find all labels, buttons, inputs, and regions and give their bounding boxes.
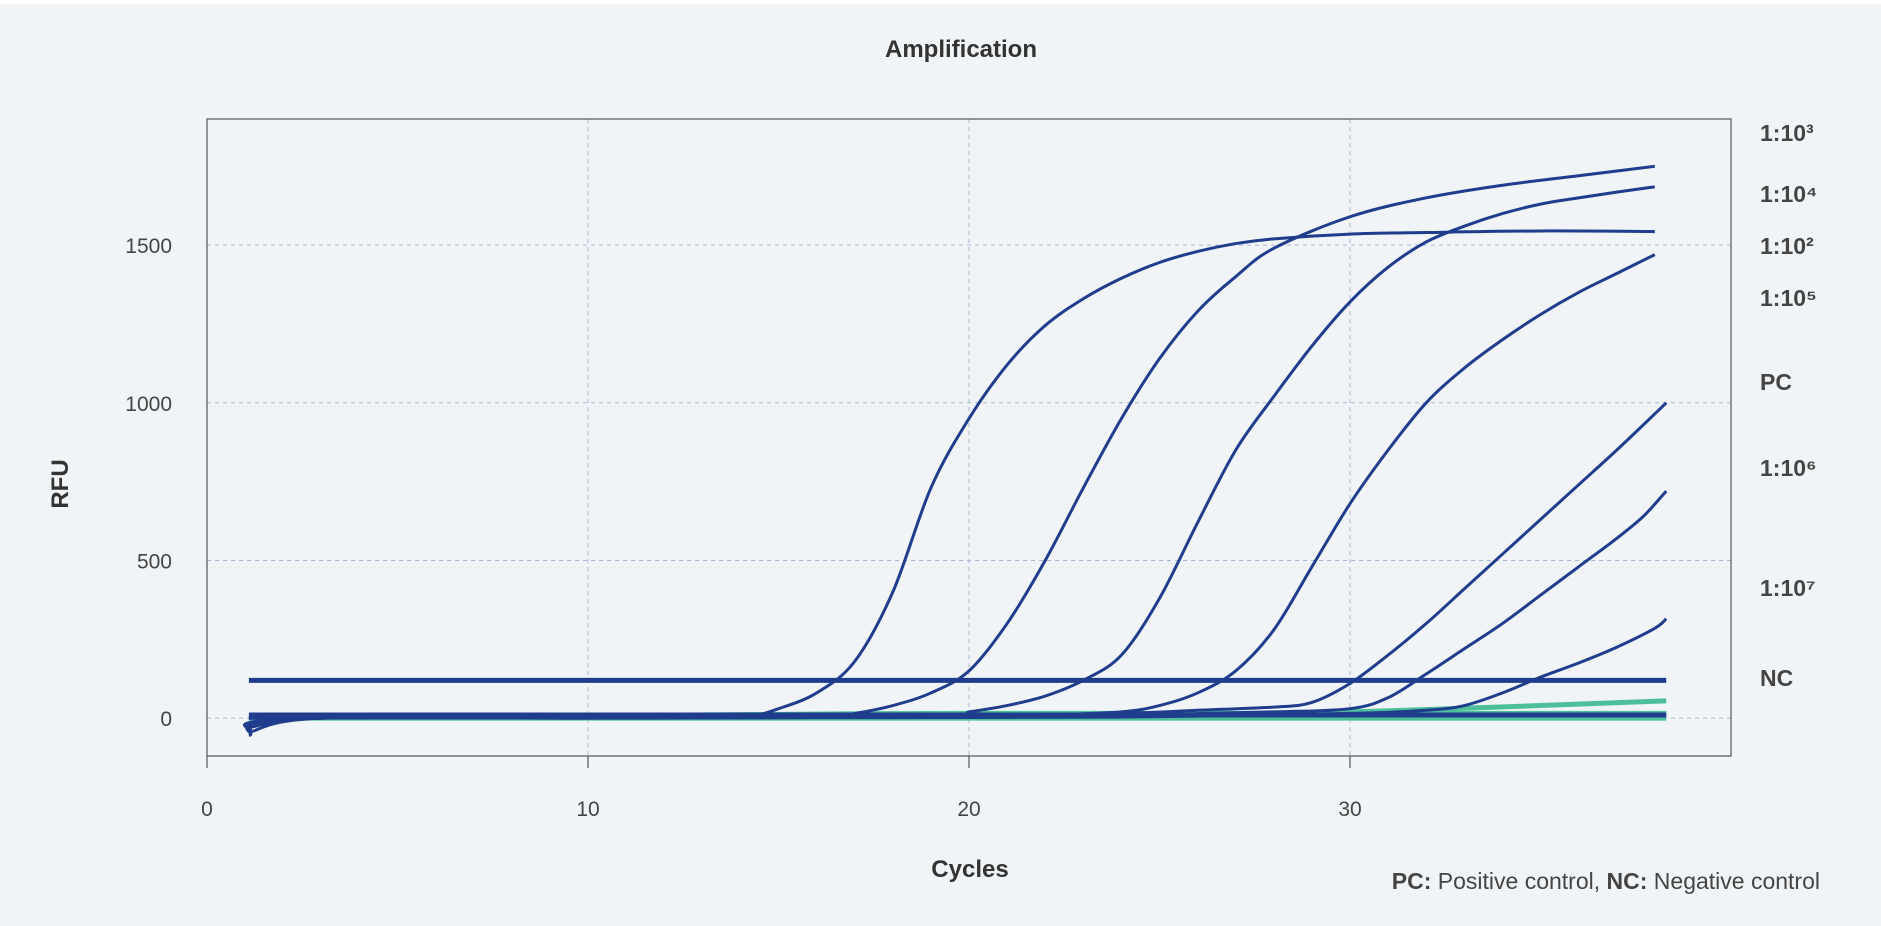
curve-label-3: 1:10²: [1760, 233, 1814, 259]
curves: [243, 164, 1668, 737]
curve-1: [248, 229, 1655, 730]
curve-4: [243, 253, 1656, 733]
curve-label-6: 1:10⁶: [1760, 455, 1817, 481]
y-tick-label: 0: [160, 708, 172, 731]
x-tick-label: 10: [576, 798, 599, 821]
footnote-nc-text: Negative control: [1647, 868, 1820, 894]
footnote-nc-key: NC:: [1607, 868, 1648, 894]
curve-3: [245, 185, 1656, 737]
curve-label-8: NC: [1760, 665, 1793, 691]
curve-5: [248, 401, 1668, 720]
y-axis: 0 500 1000 1500: [125, 235, 172, 731]
curve-label-7: 1:10⁷: [1760, 575, 1816, 601]
y-tick-label: 1000: [125, 393, 172, 416]
footnote: PC: Positive control, NC: Negative contr…: [1392, 868, 1820, 894]
y-tick-label: 500: [137, 550, 172, 573]
x-tick-label: 20: [957, 798, 980, 821]
x-tick-label: 30: [1338, 798, 1361, 821]
chart-panel: Amplification 0 10 20 30 0 500 1000 1500 1:10³…: [0, 4, 1881, 926]
footnote-pc-key: PC:: [1392, 868, 1432, 894]
curve-7: [248, 617, 1668, 720]
x-axis: 0 10 20 30: [201, 756, 1362, 821]
y-tick-label: 1500: [125, 235, 172, 258]
x-tick-label: 0: [201, 798, 213, 821]
curve-label-5: PC: [1760, 369, 1792, 395]
curve-label-4: 1:10⁵: [1760, 285, 1817, 311]
footnote-pc-text: Positive control,: [1431, 868, 1600, 894]
y-axis-title: RFU: [47, 459, 74, 508]
curve-6: [248, 490, 1668, 720]
curve-label-2: 1:10⁴: [1760, 181, 1817, 207]
x-axis-title: Cycles: [931, 856, 1008, 883]
chart-title: Amplification: [885, 36, 1037, 63]
curve-label-1: 1:10³: [1760, 120, 1814, 146]
amplification-chart: Amplification 0 10 20 30 0 500 1000 1500 1:10³…: [47, 36, 1820, 894]
curve-labels: 1:10³ 1:10⁴ 1:10² 1:10⁵ PC 1:10⁶ 1:10⁷ NC: [1760, 120, 1817, 691]
